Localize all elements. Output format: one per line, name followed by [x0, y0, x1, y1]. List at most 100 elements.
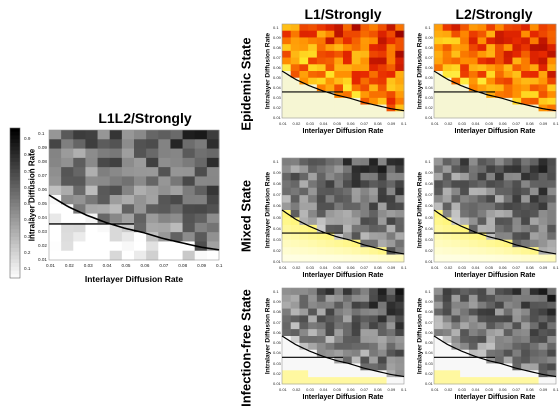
heatmap-cell: [495, 180, 505, 189]
heatmap-cell: [547, 210, 557, 218]
heatmap-cell: [468, 50, 478, 58]
heatmap-cell: [360, 91, 370, 99]
heatmap-cell: [343, 239, 353, 248]
x-tick-label: 0.06: [498, 121, 507, 126]
heatmap-cell: [460, 217, 470, 226]
heatmap-cell: [308, 71, 318, 79]
heatmap-cell: [369, 349, 379, 357]
heatmap-cell: [158, 241, 171, 252]
heatmap-cell: [434, 158, 444, 166]
heatmap-cell: [308, 315, 318, 323]
heatmap-cell: [451, 180, 461, 189]
heatmap-cell: [206, 157, 220, 168]
x-tick-label: 0.02: [292, 121, 301, 126]
heatmap-cell: [377, 180, 387, 189]
heatmap-cell: [109, 232, 123, 242]
heatmap-cell: [334, 37, 344, 45]
heatmap-cell: [299, 91, 309, 99]
x-tick-label: 0.06: [140, 263, 150, 268]
y-tick-label: 0.09: [425, 299, 433, 305]
y-tick-label: 0.07: [273, 55, 281, 60]
heatmap-cell: [434, 254, 444, 263]
heatmap-cell: [73, 148, 86, 159]
heatmap-cell: [282, 91, 292, 99]
heatmap-cell: [395, 329, 405, 337]
heatmap-cell: [49, 232, 62, 242]
heatmap-cell: [529, 158, 539, 166]
heatmap-cell: [395, 224, 405, 233]
heatmap-cell: [512, 64, 522, 72]
heatmap-cell: [395, 239, 405, 248]
heatmap-cell: [538, 187, 548, 196]
heatmap-cell: [434, 342, 444, 351]
x-tick-label: 0.1: [553, 121, 559, 126]
x-tick-label: 0.08: [525, 265, 534, 270]
heatmap-cell: [395, 172, 405, 181]
heatmap-cell: [547, 97, 557, 105]
x-tick-label: 0.02: [292, 387, 301, 392]
heatmap-cell: [61, 176, 74, 187]
heatmap-cell: [334, 84, 344, 92]
heatmap-cell: [547, 363, 557, 371]
heatmap-cell: [369, 329, 379, 337]
heatmap-cell: [529, 37, 539, 45]
heatmap-cell: [325, 64, 335, 72]
heatmap-cell: [334, 370, 344, 378]
heatmap-cell: [442, 315, 452, 323]
heatmap-cell: [49, 213, 62, 224]
heatmap-cell: [343, 377, 353, 385]
x-tick-label: 0.06: [346, 121, 355, 126]
heatmap-cell: [486, 50, 496, 58]
heatmap-cell: [377, 71, 387, 79]
heatmap-cell: [369, 342, 379, 351]
heatmap-cell: [290, 342, 300, 351]
heatmap-cell: [360, 97, 370, 105]
colorbar-segment: [10, 210, 20, 215]
heatmap-cell: [521, 239, 531, 248]
heatmap-cell: [290, 247, 300, 255]
heatmap-cell: [503, 71, 513, 79]
heatmap-cell: [158, 195, 171, 205]
heatmap-cell: [529, 111, 539, 119]
heatmap-cell: [325, 187, 335, 196]
heatmap-cell: [182, 213, 196, 224]
heatmap-cell: [477, 363, 487, 371]
heatmap-cell: [360, 239, 370, 248]
y-tick-label: 0.03: [273, 95, 281, 100]
x-tick-label: 0.07: [360, 265, 369, 270]
heatmap-cell: [146, 232, 159, 242]
heatmap-cell: [194, 213, 208, 224]
heatmap-cell: [495, 71, 505, 79]
heatmap-cell: [194, 167, 208, 177]
heatmap-cell: [395, 57, 405, 65]
heatmap-cell: [325, 301, 335, 309]
heatmap-cell: [290, 64, 300, 72]
heatmap-cell: [170, 139, 183, 149]
heatmap-cell: [434, 91, 444, 99]
y-tick-label: 0.03: [425, 236, 433, 242]
heatmap-cell: [308, 30, 318, 38]
heatmap-cell: [194, 241, 208, 252]
heatmap-cell: [334, 210, 344, 218]
heatmap-cell: [495, 50, 505, 58]
heatmap-cell: [538, 329, 548, 337]
heatmap-cell: [299, 104, 309, 112]
heatmap-cell: [486, 301, 496, 309]
x-tick-label: 0.07: [159, 263, 169, 268]
heatmap-cell: [547, 172, 557, 181]
heatmap-cell: [282, 30, 292, 38]
heatmap-cell: [503, 91, 513, 99]
heatmap-cell: [343, 44, 353, 52]
heatmap-cell: [512, 104, 522, 112]
heatmap-cell: [97, 157, 111, 168]
heatmap-cell: [299, 224, 309, 233]
heatmap-cell: [386, 71, 396, 79]
heatmap-cell: [377, 111, 387, 119]
heatmap-cell: [495, 158, 505, 166]
heatmap-cell: [460, 363, 470, 371]
heatmap-cell: [73, 167, 86, 177]
heatmap-cell: [512, 342, 522, 351]
heatmap-cell: [282, 217, 292, 226]
heatmap-cell: [503, 356, 513, 364]
colorbar-segment: [10, 255, 20, 260]
